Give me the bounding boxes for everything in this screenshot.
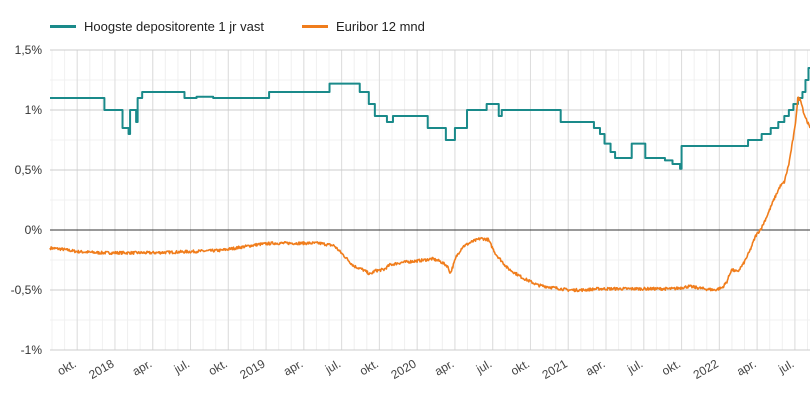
- x-tick-label: 2020: [389, 356, 419, 382]
- legend-item-deposit[interactable]: Hoogste depositorente 1 jr vast: [50, 19, 264, 34]
- y-tick-label: -0,5%: [11, 283, 43, 297]
- legend-swatch-deposit: [50, 25, 76, 28]
- x-tick-label: jul.: [624, 356, 645, 376]
- x-tick-label: jul.: [322, 356, 343, 376]
- legend-item-euribor[interactable]: Euribor 12 mnd: [302, 19, 425, 34]
- x-tick-label: 2018: [86, 356, 116, 382]
- y-tick-label: 0,5%: [15, 163, 43, 177]
- series-line-0: [50, 67, 810, 170]
- x-tick-label: apr.: [734, 356, 758, 378]
- y-tick-label: 1,5%: [15, 43, 43, 57]
- legend-label-deposit: Hoogste depositorente 1 jr vast: [84, 19, 264, 34]
- chart-grid: [50, 49, 810, 351]
- y-tick-label: 1%: [25, 103, 43, 117]
- legend-label-euribor: Euribor 12 mnd: [336, 19, 425, 34]
- x-tick-label: 2021: [540, 356, 570, 382]
- y-tick-label: 0%: [25, 223, 43, 237]
- x-tick-label: apr.: [281, 356, 305, 378]
- x-tick-label: apr.: [130, 356, 154, 378]
- x-tick-label: jul.: [473, 356, 494, 376]
- x-tick-label: 2019: [237, 356, 267, 382]
- x-tick-label: 2022: [691, 356, 721, 382]
- x-tick-label: okt.: [206, 356, 230, 378]
- x-tick-label: jul.: [775, 356, 796, 376]
- x-tick-label: apr.: [432, 356, 456, 378]
- x-axis-ticks: okt. 2018 apr. jul. okt. 2019 apr. jul. okt. 2020…: [55, 356, 796, 382]
- x-tick-label: jul.: [171, 356, 192, 376]
- y-axis-ticks: 1,5% 1% 0,5% 0% -0,5% -1%: [11, 43, 43, 357]
- y-tick-label: -1%: [21, 343, 43, 357]
- x-tick-label: okt.: [659, 356, 683, 378]
- series-lines: [49, 67, 810, 293]
- series-line-1: [49, 96, 810, 293]
- x-tick-label: apr.: [583, 356, 607, 378]
- x-tick-label: okt.: [357, 356, 381, 378]
- legend-swatch-euribor: [302, 25, 328, 28]
- x-tick-label: okt.: [508, 356, 532, 378]
- x-tick-label: okt.: [55, 356, 79, 378]
